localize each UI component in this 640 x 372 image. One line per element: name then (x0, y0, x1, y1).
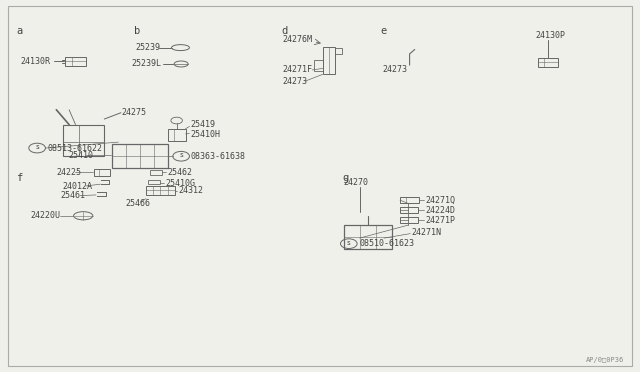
Text: 25239: 25239 (136, 43, 161, 52)
Text: S: S (347, 241, 351, 246)
Text: 24273: 24273 (382, 65, 407, 74)
Text: 25239L: 25239L (131, 60, 161, 68)
Text: 24130R: 24130R (20, 57, 51, 66)
Text: 24276M: 24276M (283, 35, 313, 44)
Text: 24273: 24273 (283, 77, 308, 86)
Text: 24225: 24225 (56, 168, 81, 177)
Text: 25462: 25462 (167, 168, 192, 177)
Text: 08513-61622: 08513-61622 (48, 144, 103, 153)
Text: 24130P: 24130P (536, 31, 566, 40)
Text: 24270: 24270 (344, 178, 369, 187)
Text: S: S (179, 153, 183, 158)
Text: b: b (134, 26, 141, 36)
Text: 08363-61638: 08363-61638 (191, 152, 246, 161)
Text: S: S (35, 145, 39, 150)
Text: AP/0□0P36: AP/0□0P36 (586, 357, 624, 363)
Text: 24271N: 24271N (412, 228, 442, 237)
Text: f: f (16, 173, 22, 183)
Text: 24271P: 24271P (426, 216, 456, 225)
Text: e: e (381, 26, 387, 36)
Text: 24312: 24312 (179, 186, 204, 195)
Text: 24224D: 24224D (426, 206, 456, 215)
Text: 25410G: 25410G (165, 179, 195, 187)
Text: 24275: 24275 (122, 108, 147, 117)
Text: 08510-61623: 08510-61623 (360, 239, 415, 248)
Text: 24220U: 24220U (31, 211, 61, 220)
Text: 25419: 25419 (191, 121, 216, 129)
Text: 25461: 25461 (61, 191, 86, 200)
Text: 25410H: 25410H (191, 130, 221, 139)
Text: 24012A: 24012A (62, 182, 92, 190)
Text: 25466: 25466 (125, 199, 150, 208)
Text: 24271Q: 24271Q (426, 196, 456, 205)
Text: g: g (342, 173, 349, 183)
Text: d: d (282, 26, 288, 36)
Text: 24271F: 24271F (283, 65, 313, 74)
Text: a: a (16, 26, 22, 36)
Text: 25410: 25410 (68, 151, 93, 160)
